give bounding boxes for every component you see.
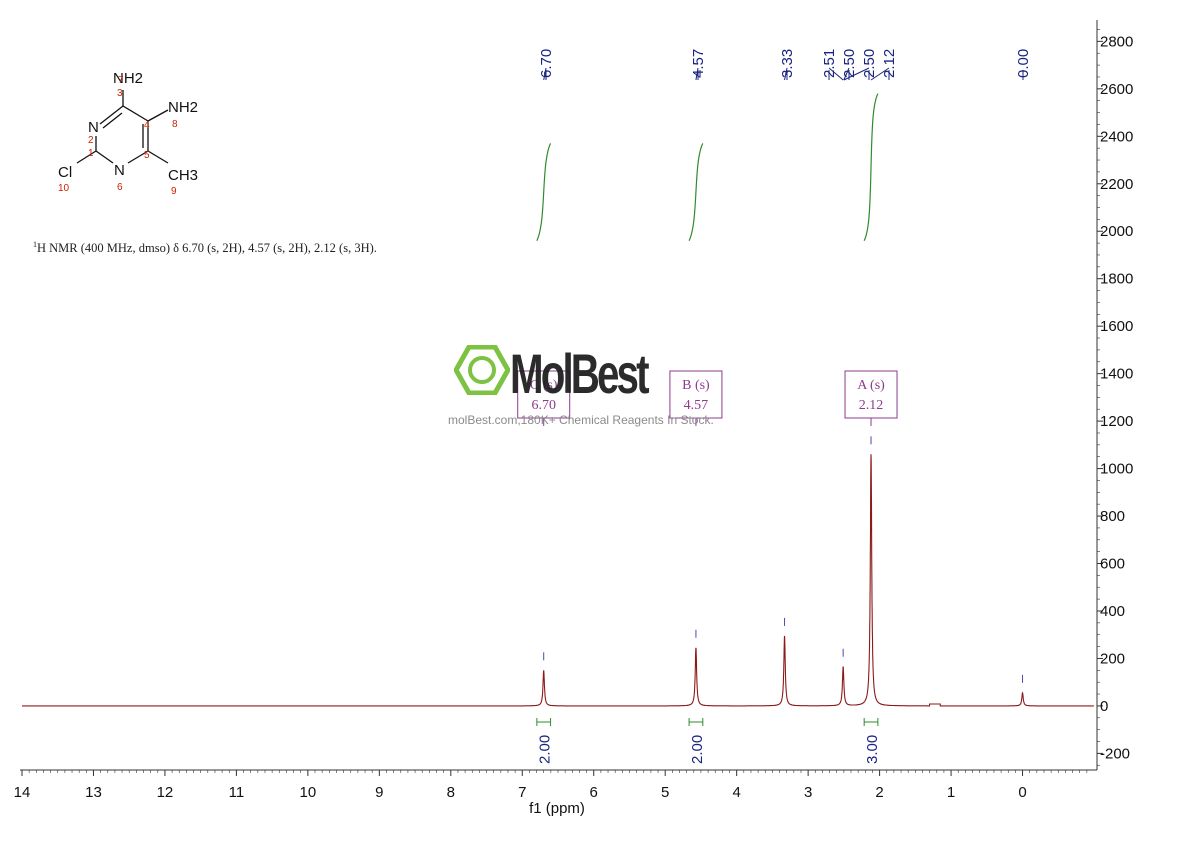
x-tick-label: 2 (875, 784, 883, 801)
integral-value: 3.00 (864, 735, 881, 764)
atom-nh2-right: NH2 (168, 99, 198, 116)
peak-label: 2.50 (841, 49, 858, 78)
integral-curve (688, 143, 704, 241)
x-tick-label: 10 (300, 784, 317, 801)
integral-layer: 2.00 2.00 3.00 (536, 93, 881, 764)
atom-number-1: 1 (88, 148, 94, 159)
x-tick-label: 4 (732, 784, 740, 801)
x-tick-label: 11 (229, 784, 245, 801)
multiplet-name: B (s) (682, 378, 710, 393)
atom-number-8: 8 (172, 119, 178, 130)
y-tick-label: 200 (1100, 650, 1125, 667)
y-tick-label: 800 (1100, 508, 1125, 525)
peak-label: 3.33 (779, 49, 796, 78)
peak-label: 4.57 (690, 49, 707, 78)
molecule-structure: NH2 NH2 N N Cl CH3 3 4 5 1 2 6 7 8 9 10 (58, 70, 198, 197)
integral-value: 2.00 (537, 735, 554, 764)
peak-label: 0.00 (1015, 49, 1032, 78)
axes-layer: 14 13 12 11 10 9 8 7 6 5 4 3 2 1 0-2000200400600800100… (14, 20, 1133, 801)
multiplet-shift: 6.70 (531, 398, 556, 413)
x-tick-label: 13 (85, 784, 102, 801)
x-tick-label: 14 (14, 784, 31, 801)
multiplet-box-layer: C (s) 6.70 B (s) 4.57 A (s) 2.12 (517, 370, 898, 426)
integral-value: 2.00 (689, 735, 706, 764)
y-tick-label: 1200 (1100, 413, 1133, 430)
y-tick-label: 1800 (1100, 271, 1133, 288)
x-tick-label: 0 (1018, 784, 1026, 801)
x-tick-label: 12 (157, 784, 174, 801)
y-tick-label: 2800 (1100, 33, 1133, 50)
atom-number-2: 2 (88, 135, 94, 146)
atom-n-left: N (88, 119, 99, 136)
y-tick-label: -200 (1100, 745, 1130, 762)
integral-curve (863, 93, 879, 241)
molecule-atoms: NH2 NH2 N N Cl CH3 (58, 70, 198, 184)
spectrum-line (22, 454, 1094, 707)
multiplet-name: C (s) (530, 378, 558, 393)
peak-label-connector (870, 67, 890, 81)
x-tick-label: 5 (661, 784, 669, 801)
atom-nh2-top: NH2 (113, 70, 143, 87)
y-tick-label: 2400 (1100, 128, 1133, 145)
atom-number-7: 7 (118, 75, 124, 86)
y-tick-label: 1000 (1100, 461, 1133, 478)
multiplet-shift: 4.57 (684, 398, 709, 413)
multiplet-shift: 2.12 (859, 398, 884, 413)
peak-label: 2.51 (821, 49, 838, 78)
peak-label-connector (828, 67, 844, 81)
peak-marker-layer (543, 436, 1024, 683)
y-tick-label: 2600 (1100, 81, 1133, 98)
x-tick-label: 7 (518, 784, 526, 801)
atom-numbers: 3 4 5 1 2 6 7 8 9 10 (58, 75, 178, 197)
y-tick-label: 2000 (1100, 223, 1133, 240)
caption-text: H NMR (400 MHz, dmso) δ 6.70 (s, 2H), 4.… (37, 241, 377, 256)
atom-number-6: 6 (117, 182, 123, 193)
x-axis-label: f1 (ppm) (529, 800, 585, 817)
nmr-caption: 1H NMR (400 MHz, dmso) δ 6.70 (s, 2H), 4… (33, 240, 377, 256)
x-tick-label: 3 (804, 784, 812, 801)
y-tick-label: 600 (1100, 556, 1125, 573)
peak-label: 2.50 (861, 49, 878, 78)
peak-label-layer: 6.70 4.57 3.33 2.51 2.50 2.50 2.12 0.00 (538, 49, 1032, 81)
x-tick-label: 1 (947, 784, 955, 801)
peak-label-connector (843, 67, 870, 81)
peak-label-connector (784, 67, 788, 81)
atom-n-bottom: N (114, 162, 125, 179)
y-tick-label: 2200 (1100, 176, 1133, 193)
peak-label-connector (543, 67, 547, 81)
spectrum-layer (22, 454, 1094, 707)
atom-number-10: 10 (58, 183, 70, 194)
y-tick-label: 0 (1100, 698, 1108, 715)
x-tick-label: 8 (447, 784, 455, 801)
atom-ch3: CH3 (168, 167, 198, 184)
atom-number-4: 4 (144, 120, 150, 131)
molecule-bonds (76, 90, 169, 164)
y-tick-label: 1400 (1100, 366, 1133, 383)
atom-number-5: 5 (144, 150, 150, 161)
peak-label-connector (843, 67, 850, 81)
peak-label: 6.70 (538, 49, 555, 78)
y-tick-label: 400 (1100, 603, 1125, 620)
x-tick-label: 9 (375, 784, 383, 801)
multiplet-name: A (s) (857, 378, 885, 393)
y-tick-label: 1600 (1100, 318, 1133, 335)
atom-cl: Cl (58, 164, 72, 181)
atom-number-3: 3 (117, 88, 123, 99)
x-tick-label: 6 (590, 784, 598, 801)
integral-curve (536, 143, 552, 241)
caption-superscript: 1 (33, 240, 37, 249)
peak-label-connector (695, 67, 699, 81)
atom-number-9: 9 (171, 186, 177, 197)
